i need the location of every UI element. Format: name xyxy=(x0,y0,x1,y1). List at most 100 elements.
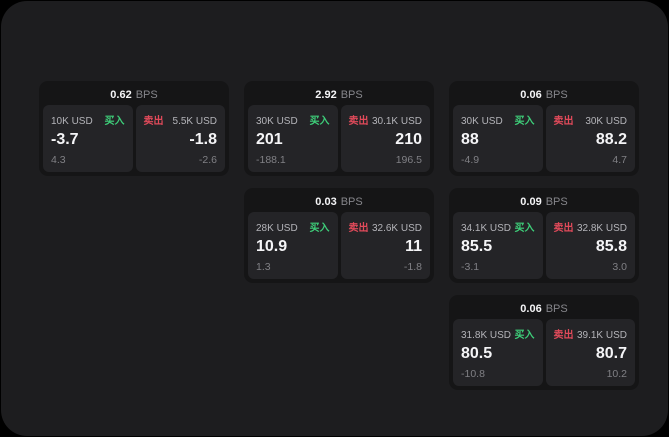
buy-sell-panels: 34.1K USD 买入 85.5 -3.1 卖出 32.8K USD 85.8… xyxy=(453,212,635,279)
quote-card: 0.06 BPS 30K USD 买入 88 -4.9 卖出 30K USD 8… xyxy=(449,81,639,176)
sell-tag: 卖出 xyxy=(553,223,574,234)
sell-delta: 3.0 xyxy=(612,261,627,273)
sell-panel-header: 卖出 32.6K USD xyxy=(349,219,423,234)
sell-panel-header: 卖出 32.8K USD xyxy=(554,219,628,234)
sell-panel[interactable]: 卖出 30K USD 88.2 4.7 xyxy=(545,105,635,172)
sell-amount: 32.6K USD xyxy=(371,223,422,234)
quote-card: 0.09 BPS 34.1K USD 买入 85.5 -3.1 卖出 32.8K… xyxy=(449,188,639,283)
bps-value: 0.62 xyxy=(110,89,132,101)
bps-unit-label: BPS xyxy=(135,89,158,101)
buy-tag: 买入 xyxy=(104,116,125,127)
bps-unit-label: BPS xyxy=(545,303,568,315)
buy-amount: 10K USD xyxy=(51,116,93,127)
buy-panel[interactable]: 28K USD 买入 10.9 1.3 xyxy=(248,212,338,279)
buy-delta: -4.9 xyxy=(461,154,480,166)
buy-delta: -188.1 xyxy=(256,154,286,166)
bps-header: 0.09 BPS xyxy=(453,192,635,212)
sell-price: 88.2 xyxy=(595,131,627,148)
sell-panel-header: 卖出 30.1K USD xyxy=(349,112,423,127)
buy-sell-panels: 30K USD 买入 201 -188.1 卖出 30.1K USD 210 1… xyxy=(248,105,430,172)
buy-price: 80.5 xyxy=(461,345,493,362)
sell-amount: 5.5K USD xyxy=(172,116,217,127)
buy-tag: 买入 xyxy=(514,223,535,234)
sell-panel[interactable]: 卖出 32.8K USD 85.8 3.0 xyxy=(545,212,635,279)
quote-card: 0.03 BPS 28K USD 买入 10.9 1.3 卖出 32.6K US… xyxy=(244,188,434,283)
quote-card: 2.92 BPS 30K USD 买入 201 -188.1 卖出 30.1K … xyxy=(244,81,434,176)
sell-delta: -1.8 xyxy=(403,261,422,273)
buy-amount: 30K USD xyxy=(256,116,298,127)
buy-tag: 买入 xyxy=(514,330,535,341)
sell-panel[interactable]: 卖出 39.1K USD 80.7 10.2 xyxy=(545,319,635,386)
buy-price: 10.9 xyxy=(256,238,288,255)
bps-value: 0.09 xyxy=(520,196,542,208)
sell-tag: 卖出 xyxy=(348,223,369,234)
bps-value: 0.06 xyxy=(520,303,542,315)
sell-delta: -2.6 xyxy=(198,154,217,166)
buy-panel-header: 31.8K USD 买入 xyxy=(461,326,535,341)
sell-panel[interactable]: 卖出 32.6K USD 11 -1.8 xyxy=(340,212,430,279)
sell-tag: 卖出 xyxy=(553,116,574,127)
buy-panel[interactable]: 10K USD 买入 -3.7 4.3 xyxy=(43,105,133,172)
sell-panel[interactable]: 卖出 5.5K USD -1.8 -2.6 xyxy=(135,105,225,172)
buy-delta: 1.3 xyxy=(256,261,271,273)
buy-price: 88 xyxy=(461,131,479,148)
buy-price: 201 xyxy=(256,131,283,148)
sell-delta: 196.5 xyxy=(395,154,422,166)
bps-header: 0.03 BPS xyxy=(248,192,430,212)
bps-value: 0.06 xyxy=(520,89,542,101)
quote-card: 0.06 BPS 31.8K USD 买入 80.5 -10.8 卖出 39.1… xyxy=(449,295,639,390)
sell-amount: 39.1K USD xyxy=(576,330,627,341)
buy-panel-header: 34.1K USD 买入 xyxy=(461,219,535,234)
buy-delta: -3.1 xyxy=(461,261,480,273)
bps-value: 0.03 xyxy=(315,196,337,208)
buy-panel-header: 30K USD 买入 xyxy=(256,112,330,127)
buy-price: 85.5 xyxy=(461,238,493,255)
sell-amount: 30.1K USD xyxy=(371,116,422,127)
sell-tag: 卖出 xyxy=(143,116,164,127)
buy-delta: -10.8 xyxy=(461,368,485,380)
buy-sell-panels: 28K USD 买入 10.9 1.3 卖出 32.6K USD 11 -1.8 xyxy=(248,212,430,279)
buy-panel-header: 30K USD 买入 xyxy=(461,112,535,127)
buy-sell-panels: 30K USD 买入 88 -4.9 卖出 30K USD 88.2 4.7 xyxy=(453,105,635,172)
buy-tag: 买入 xyxy=(514,116,535,127)
sell-delta: 10.2 xyxy=(606,368,627,380)
buy-panel[interactable]: 31.8K USD 买入 80.5 -10.8 xyxy=(453,319,543,386)
sell-amount: 32.8K USD xyxy=(576,223,627,234)
sell-amount: 30K USD xyxy=(585,116,627,127)
bps-header: 0.62 BPS xyxy=(43,85,225,105)
buy-amount: 28K USD xyxy=(256,223,298,234)
buy-amount: 31.8K USD xyxy=(461,330,512,341)
quote-card-grid: 0.62 BPS 10K USD 买入 -3.7 4.3 卖出 5.5K USD… xyxy=(39,81,639,390)
buy-panel-header: 28K USD 买入 xyxy=(256,219,330,234)
buy-price: -3.7 xyxy=(51,131,79,148)
sell-price: 11 xyxy=(405,238,422,255)
sell-price: 80.7 xyxy=(595,345,627,362)
buy-amount: 30K USD xyxy=(461,116,503,127)
sell-panel-header: 卖出 5.5K USD xyxy=(144,112,218,127)
bps-unit-label: BPS xyxy=(340,196,363,208)
sell-tag: 卖出 xyxy=(553,330,574,341)
bps-header: 0.06 BPS xyxy=(453,85,635,105)
bps-unit-label: BPS xyxy=(545,196,568,208)
buy-panel[interactable]: 30K USD 买入 201 -188.1 xyxy=(248,105,338,172)
sell-price: -1.8 xyxy=(189,131,217,148)
sell-delta: 4.7 xyxy=(612,154,627,166)
buy-panel[interactable]: 34.1K USD 买入 85.5 -3.1 xyxy=(453,212,543,279)
bps-unit-label: BPS xyxy=(340,89,363,101)
bps-unit-label: BPS xyxy=(545,89,568,101)
sell-tag: 卖出 xyxy=(348,116,369,127)
buy-sell-panels: 10K USD 买入 -3.7 4.3 卖出 5.5K USD -1.8 -2.… xyxy=(43,105,225,172)
sell-price: 210 xyxy=(395,131,422,148)
bps-header: 0.06 BPS xyxy=(453,299,635,319)
buy-sell-panels: 31.8K USD 买入 80.5 -10.8 卖出 39.1K USD 80.… xyxy=(453,319,635,386)
bps-header: 2.92 BPS xyxy=(248,85,430,105)
sell-panel[interactable]: 卖出 30.1K USD 210 196.5 xyxy=(340,105,430,172)
sell-panel-header: 卖出 30K USD xyxy=(554,112,628,127)
buy-amount: 34.1K USD xyxy=(461,223,512,234)
buy-panel[interactable]: 30K USD 买入 88 -4.9 xyxy=(453,105,543,172)
quote-card: 0.62 BPS 10K USD 买入 -3.7 4.3 卖出 5.5K USD… xyxy=(39,81,229,176)
buy-panel-header: 10K USD 买入 xyxy=(51,112,125,127)
buy-delta: 4.3 xyxy=(51,154,66,166)
sell-panel-header: 卖出 39.1K USD xyxy=(554,326,628,341)
buy-tag: 买入 xyxy=(309,223,330,234)
